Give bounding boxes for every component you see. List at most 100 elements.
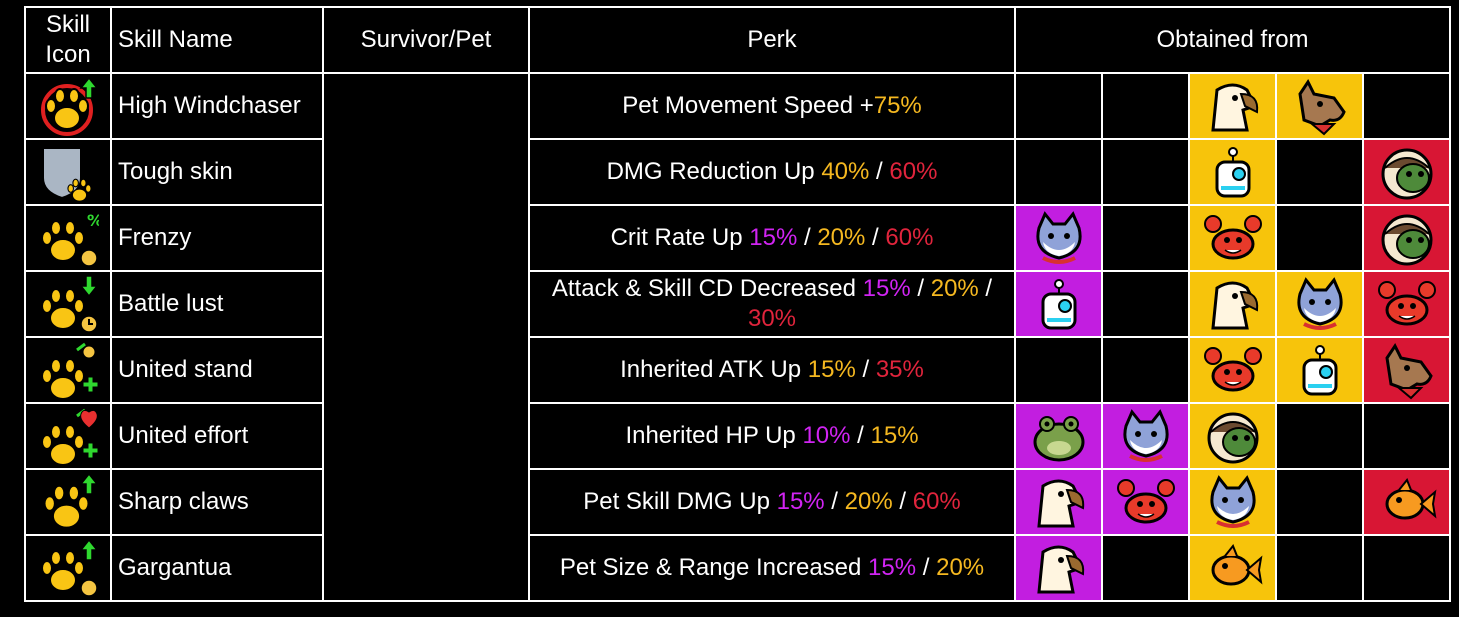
perk-segment: 60% bbox=[912, 488, 961, 515]
skill-icon-cell bbox=[24, 270, 112, 338]
perk-segment: Attack & Skill CD Decreased bbox=[551, 275, 863, 302]
table-row: Gargantua Pet Size & Range Increased 15% … bbox=[24, 534, 1451, 602]
obtained-from-cell bbox=[1275, 138, 1364, 206]
perk-text: Pet Skill DMG Up 15% / 20% / 60% bbox=[528, 468, 1016, 536]
paw-windchaser-icon bbox=[27, 76, 109, 136]
paw-shield-icon bbox=[27, 142, 109, 202]
obtained-from-cell bbox=[1101, 204, 1190, 272]
skill-icon-cell bbox=[24, 402, 112, 470]
perk-text: Attack & Skill CD Decreased 15% / 20% / … bbox=[528, 270, 1016, 338]
obtained-from-cell bbox=[1014, 138, 1103, 206]
header-obtained-from: Obtained from bbox=[1014, 6, 1451, 74]
obtained-from-cell bbox=[1275, 72, 1364, 140]
obtained-from-cell bbox=[1014, 468, 1103, 536]
obtained-from-cell bbox=[1101, 72, 1190, 140]
obtained-from-cell bbox=[1188, 336, 1277, 404]
obtained-from-cell bbox=[1362, 72, 1451, 140]
crab-pet-icon bbox=[1104, 472, 1187, 532]
skill-name: Gargantua bbox=[110, 534, 324, 602]
obtained-from-cell bbox=[1014, 72, 1103, 140]
header-skill-icon: Skill Icon bbox=[24, 6, 112, 74]
obtained-from-cell bbox=[1014, 204, 1103, 272]
obtained-from-cell bbox=[1014, 402, 1103, 470]
table-row: Tough skin DMG Reduction Up 40% / 60% bbox=[24, 138, 1451, 206]
cat-pet-icon bbox=[1278, 274, 1361, 334]
obtained-from-cell bbox=[1362, 402, 1451, 470]
perk-segment: 15% bbox=[870, 422, 919, 449]
obtained-from-cell bbox=[1275, 402, 1364, 470]
obtained-from-cell bbox=[1275, 534, 1364, 602]
survivor-pet-cell bbox=[322, 72, 530, 602]
obtained-from-cell bbox=[1014, 270, 1103, 338]
obtained-from-cell bbox=[1101, 402, 1190, 470]
perk-segment: 40% bbox=[821, 158, 870, 185]
robot-pet-icon bbox=[1191, 142, 1274, 202]
cat-pet-icon bbox=[1017, 208, 1100, 268]
obtained-from-cell bbox=[1275, 270, 1364, 338]
obtained-from-cell bbox=[1275, 468, 1364, 536]
table-row: Sharp claws Pet Skill DMG Up 15% / 20% / … bbox=[24, 468, 1451, 536]
skill-table: Skill Icon Skill Name Survivor/Pet Perk … bbox=[24, 6, 1451, 602]
turtle-pet-icon bbox=[1365, 142, 1448, 202]
skill-icon-cell bbox=[24, 138, 112, 206]
paw-size-icon bbox=[27, 538, 109, 598]
skill-name: United stand bbox=[110, 336, 324, 404]
perk-segment: / bbox=[865, 224, 886, 251]
robot-pet-icon bbox=[1017, 274, 1100, 334]
obtained-from-cell bbox=[1188, 468, 1277, 536]
perk-segment: Inherited ATK Up bbox=[620, 356, 808, 383]
perk-segment: / bbox=[850, 422, 871, 449]
header-row: Skill Icon Skill Name Survivor/Pet Perk … bbox=[24, 6, 1451, 74]
perk-text: Crit Rate Up 15% / 20% / 60% bbox=[528, 204, 1016, 272]
perk-segment: / bbox=[892, 488, 913, 515]
perk-segment: Pet Size & Range Increased bbox=[559, 554, 869, 581]
perk-segment: 35% bbox=[875, 356, 924, 383]
paw-atk-icon bbox=[27, 340, 109, 400]
obtained-from-cell bbox=[1014, 534, 1103, 602]
header-skill-name: Skill Name bbox=[110, 6, 324, 74]
header-survivor-pet: Survivor/Pet bbox=[322, 6, 530, 74]
table-row: High Windchaser Pet Movement Speed +75% bbox=[24, 72, 1451, 602]
obtained-from-cell bbox=[1101, 534, 1190, 602]
goldfish-pet-icon bbox=[1365, 472, 1448, 532]
table-row: % Frenzy Crit Rate Up 15% / 20% / 60% bbox=[24, 204, 1451, 272]
svg-text:%: % bbox=[87, 211, 99, 230]
obtained-from-cell bbox=[1188, 138, 1277, 206]
perk-segment: 10% bbox=[802, 422, 851, 449]
paw-crit-icon: % bbox=[27, 208, 109, 268]
skill-name: United effort bbox=[110, 402, 324, 470]
obtained-from-cell bbox=[1362, 204, 1451, 272]
perk-segment: 15% bbox=[776, 488, 825, 515]
perk-segment: 20% bbox=[844, 488, 893, 515]
obtained-from-cell bbox=[1188, 402, 1277, 470]
eagle-pet-icon bbox=[1017, 538, 1100, 598]
obtained-from-cell bbox=[1362, 468, 1451, 536]
obtained-from-cell bbox=[1362, 336, 1451, 404]
obtained-from-cell bbox=[1014, 336, 1103, 404]
perk-text: Pet Size & Range Increased 15% / 20% bbox=[528, 534, 1016, 602]
perk-segment: / bbox=[922, 554, 937, 581]
table-row: United effort Inherited HP Up 10% / 15% bbox=[24, 402, 1451, 470]
perk-segment: 75% bbox=[873, 92, 922, 119]
obtained-from-cell bbox=[1362, 138, 1451, 206]
perk-segment: / bbox=[978, 275, 993, 302]
crab-pet-icon bbox=[1365, 274, 1448, 334]
obtained-from-cell bbox=[1188, 204, 1277, 272]
dog-pet-icon bbox=[1278, 76, 1361, 136]
skill-name: Sharp claws bbox=[110, 468, 324, 536]
dog-pet-icon bbox=[1365, 340, 1448, 400]
header-perk: Perk bbox=[528, 6, 1016, 74]
perk-segment: Pet Skill DMG Up bbox=[583, 488, 777, 515]
skill-icon-cell bbox=[24, 336, 112, 404]
skill-name: High Windchaser bbox=[110, 72, 324, 140]
obtained-from-cell bbox=[1101, 468, 1190, 536]
eagle-pet-icon bbox=[1017, 472, 1100, 532]
turtle-pet-icon bbox=[1365, 208, 1448, 268]
skill-icon-cell bbox=[24, 72, 112, 140]
perk-segment: Crit Rate Up bbox=[610, 224, 750, 251]
perk-segment: / bbox=[824, 488, 845, 515]
paw-hp-icon bbox=[27, 406, 109, 466]
obtained-from-cell bbox=[1188, 72, 1277, 140]
obtained-from-cell bbox=[1188, 534, 1277, 602]
